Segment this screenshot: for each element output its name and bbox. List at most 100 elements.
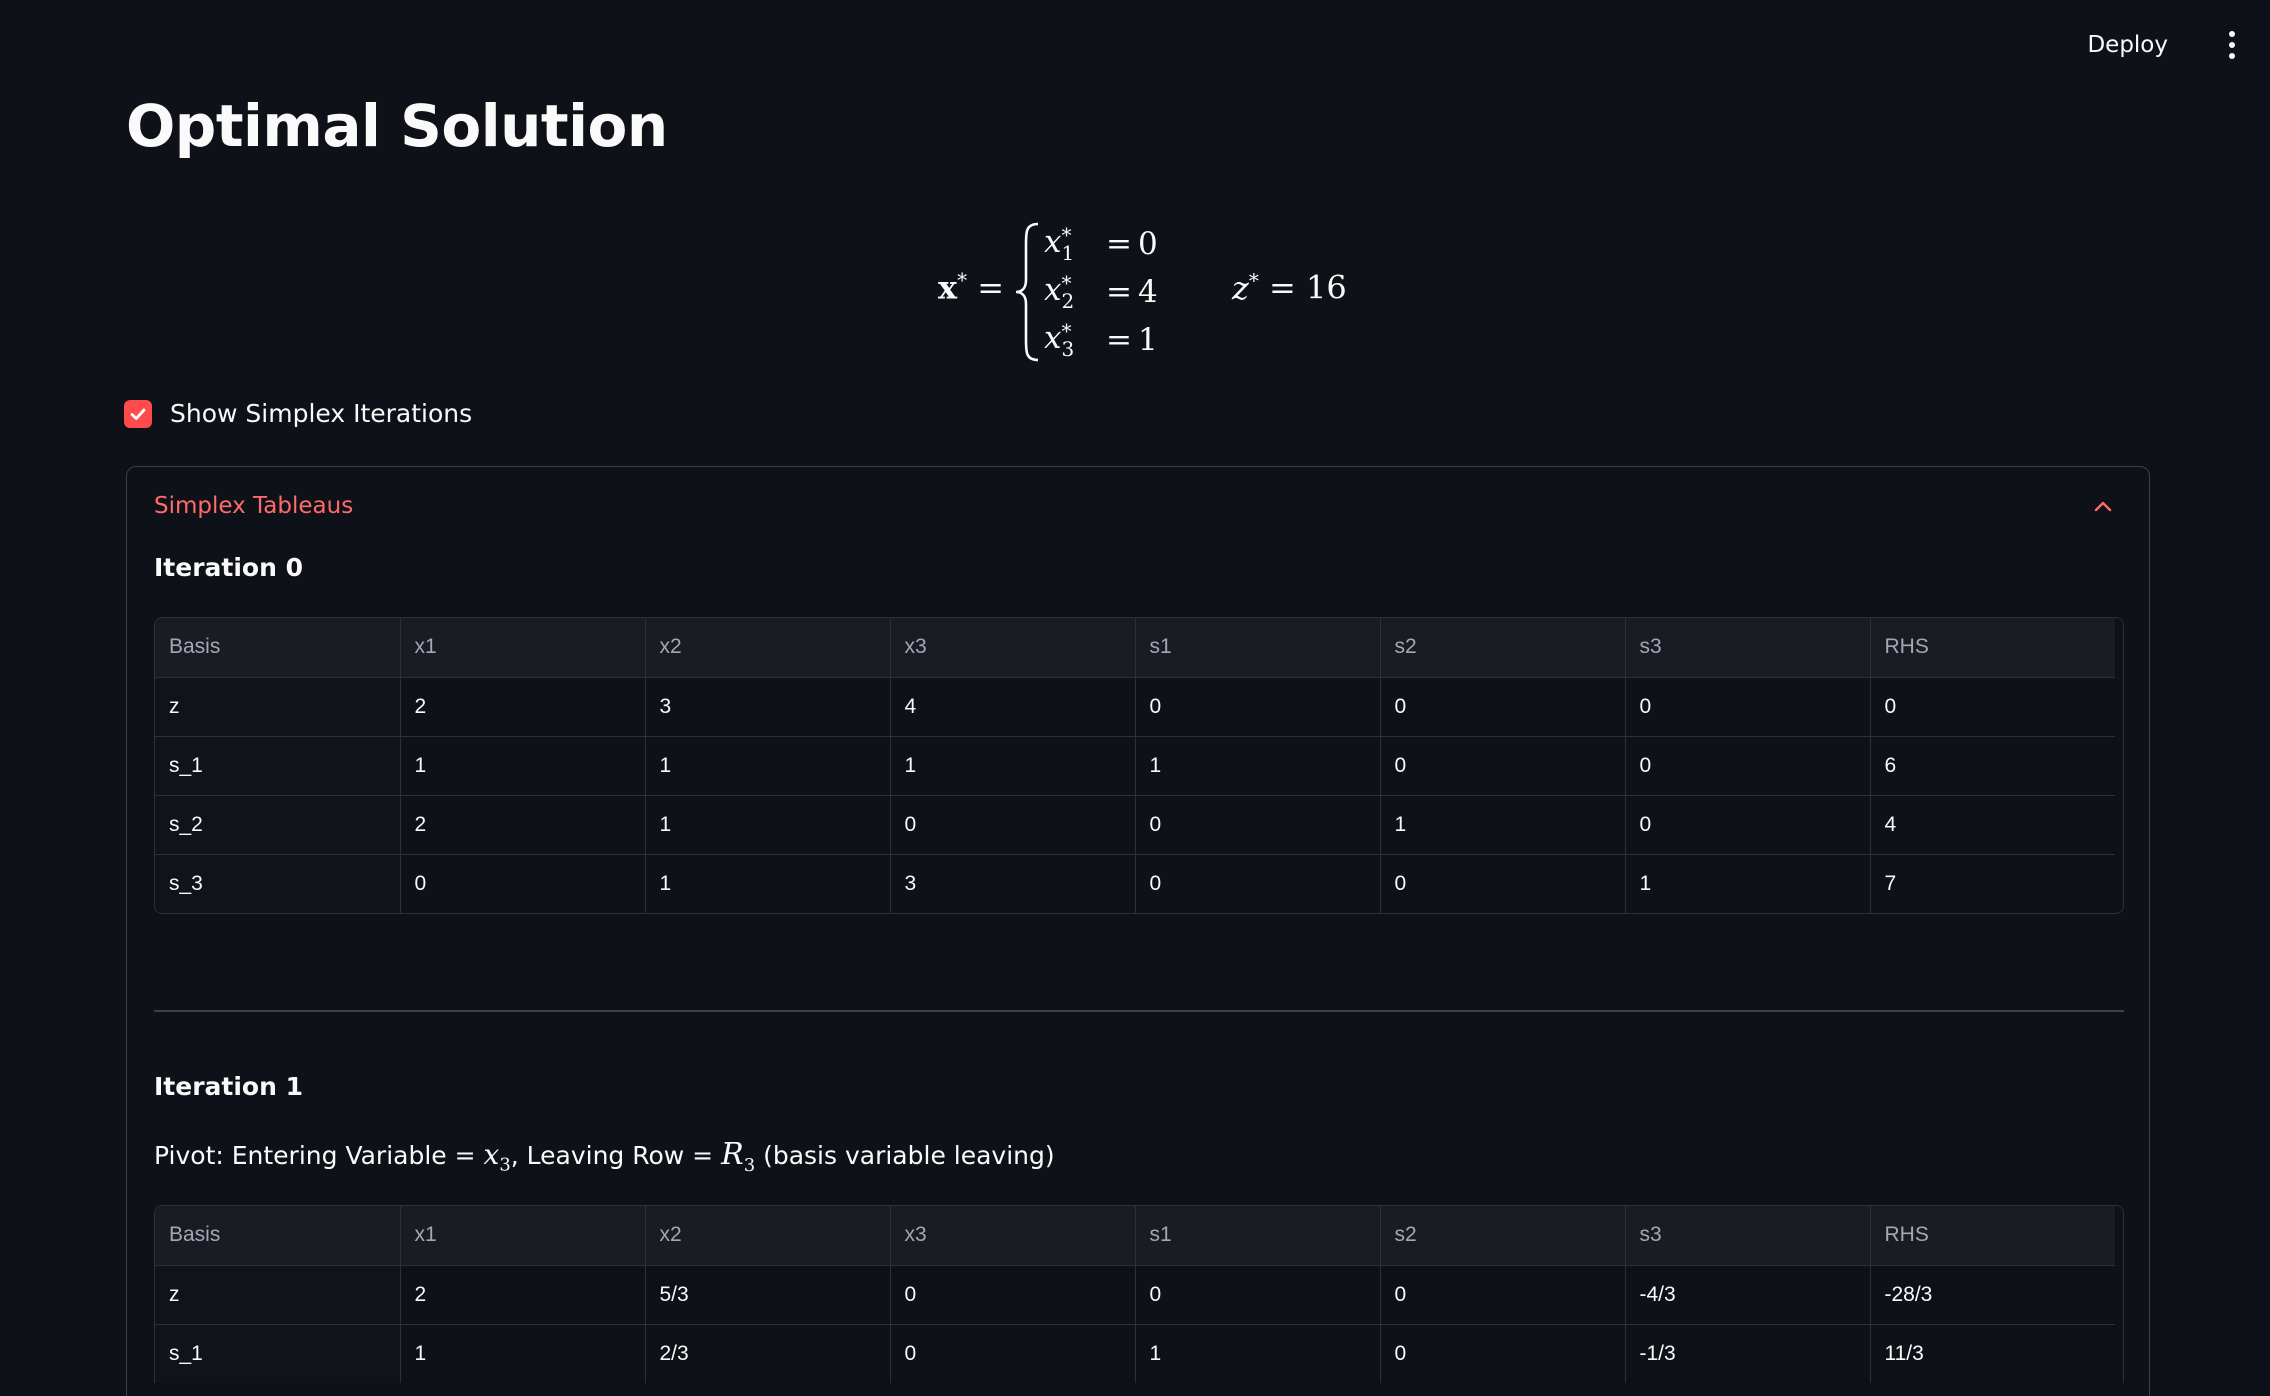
table-cell[interactable]: 1: [1625, 854, 1871, 913]
pivot-description: Pivot: Entering Variable = x3, Leaving R…: [154, 1137, 1055, 1176]
table-cell[interactable]: 0: [1380, 1324, 1626, 1383]
table-row: s_3 0 1 3 0 0 1 7: [155, 854, 2115, 913]
table-cell[interactable]: s_1: [155, 736, 401, 796]
table-cell[interactable]: 0: [1625, 736, 1871, 796]
table-row: z 2 5/3 0 0 0 -4/3 -28/3: [155, 1265, 2115, 1325]
column-header[interactable]: s2: [1380, 1206, 1626, 1266]
column-header[interactable]: Basis: [155, 1206, 401, 1266]
column-header[interactable]: x3: [890, 1206, 1136, 1266]
table-cell[interactable]: 2: [400, 795, 646, 855]
table-cell[interactable]: 0: [1135, 795, 1381, 855]
table-cell[interactable]: 5/3: [645, 1265, 891, 1325]
column-header[interactable]: s1: [1135, 1206, 1381, 1266]
table-cell[interactable]: s_1: [155, 1324, 401, 1383]
table-cell[interactable]: 0: [1135, 854, 1381, 913]
solution-row-x1: x*1 = 0: [1044, 223, 1158, 265]
solution-row-x2: x*2 = 4: [1044, 271, 1158, 313]
expander-header[interactable]: Simplex Tableaus: [127, 467, 2149, 549]
page-title: Optimal Solution: [126, 92, 668, 160]
table-header-row: Basis x1 x2 x3 s1 s2 s3 RHS: [155, 1206, 2115, 1266]
menu-dot: [2229, 42, 2235, 48]
table-cell[interactable]: z: [155, 1265, 401, 1325]
table-cell[interactable]: 0: [890, 1324, 1136, 1383]
optimal-solution-formula: x* = x*1 = 0 x*2 = 4 x*3 = 1 z* = 16: [938, 220, 1358, 365]
table-cell[interactable]: 11/3: [1884, 1341, 1924, 1365]
iteration-0-title: Iteration 0: [154, 553, 303, 582]
simplex-tableaus-expander: Simplex Tableaus Iteration 0 Basis x1 x2…: [126, 466, 2150, 1396]
menu-dot: [2229, 53, 2235, 59]
table-row: s_1 1 1 1 1 0 0 6: [155, 736, 2115, 796]
table-row: s_2 2 1 0 0 1 0 4: [155, 795, 2115, 855]
solution-vector-label: x* =: [938, 268, 1005, 307]
expander-title: Simplex Tableaus: [154, 493, 354, 519]
table-cell[interactable]: -1/3: [1625, 1324, 1871, 1383]
show-iterations-checkbox[interactable]: Show Simplex Iterations: [124, 399, 472, 428]
solution-cases: x*1 = 0 x*2 = 4 x*3 = 1: [1044, 220, 1158, 364]
table-cell[interactable]: 0: [1380, 677, 1626, 737]
table-cell[interactable]: 1: [645, 795, 891, 855]
table-cell[interactable]: 3: [645, 677, 891, 737]
table-cell[interactable]: 0: [1380, 736, 1626, 796]
checkbox-checked-icon[interactable]: [124, 399, 152, 428]
table-cell[interactable]: 6: [1870, 736, 2115, 796]
left-brace-icon: [1015, 222, 1039, 362]
table-cell[interactable]: 0: [1870, 677, 2115, 737]
table-row: s_1 1 2/3 0 1 0 -1/3 11/3: [155, 1324, 2115, 1383]
table-cell[interactable]: s_3: [155, 854, 401, 913]
column-header[interactable]: x1: [400, 618, 646, 678]
column-header[interactable]: s3: [1625, 1206, 1871, 1266]
table-cell[interactable]: 1: [890, 736, 1136, 796]
column-header[interactable]: s2: [1380, 618, 1626, 678]
column-header[interactable]: RHS: [1870, 1206, 2115, 1266]
table-cell[interactable]: 1: [645, 854, 891, 913]
table-cell[interactable]: 2: [400, 1265, 646, 1325]
table-cell[interactable]: 0: [1380, 1265, 1626, 1325]
menu-dot: [2229, 31, 2235, 37]
column-header[interactable]: x2: [645, 618, 891, 678]
objective-value: z* = 16: [1232, 268, 1347, 307]
table-cell[interactable]: 1: [1135, 736, 1381, 796]
column-header[interactable]: Basis: [155, 618, 401, 678]
deploy-button[interactable]: Deploy: [2087, 32, 2168, 58]
table-cell[interactable]: 0: [1135, 677, 1381, 737]
table-cell[interactable]: 1: [400, 736, 646, 796]
table-cell[interactable]: 0: [890, 1265, 1136, 1325]
table-cell[interactable]: 3: [890, 854, 1136, 913]
column-header[interactable]: s3: [1625, 618, 1871, 678]
table-row: z 2 3 4 0 0 0 0: [155, 677, 2115, 737]
table-cell[interactable]: 0: [890, 795, 1136, 855]
table-header-row: Basis x1 x2 x3 s1 s2 s3 RHS: [155, 618, 2115, 678]
table-cell[interactable]: z: [155, 677, 401, 737]
table-cell[interactable]: 0: [400, 854, 646, 913]
table-cell[interactable]: 2/3: [645, 1324, 891, 1383]
table-cell[interactable]: 4: [890, 677, 1136, 737]
column-header[interactable]: x3: [890, 618, 1136, 678]
column-header[interactable]: RHS: [1870, 618, 2115, 678]
solution-row-x3: x*3 = 1: [1044, 319, 1158, 361]
iteration-1-table[interactable]: Basis x1 x2 x3 s1 s2 s3 RHS z 2 5/3: [154, 1205, 2124, 1383]
checkbox-label: Show Simplex Iterations: [170, 399, 473, 428]
table-cell[interactable]: 0: [1380, 854, 1626, 913]
table-cell[interactable]: 1: [1380, 795, 1626, 855]
table-cell[interactable]: 0: [1135, 1265, 1381, 1325]
iteration-1-title: Iteration 1: [154, 1072, 303, 1101]
column-header[interactable]: s1: [1135, 618, 1381, 678]
iteration-0-table[interactable]: Basis x1 x2 x3 s1 s2 s3 RHS z 2 3: [154, 617, 2124, 914]
iteration-divider: [154, 1010, 2124, 1012]
table-cell[interactable]: 2: [400, 677, 646, 737]
table-cell[interactable]: 0: [1625, 677, 1871, 737]
table-cell[interactable]: 1: [400, 1324, 646, 1383]
table-cell[interactable]: s_2: [155, 795, 401, 855]
table-cell[interactable]: 4: [1870, 795, 2115, 855]
main-menu-icon[interactable]: [2222, 28, 2242, 62]
table-cell[interactable]: -28/3: [1870, 1265, 2115, 1325]
table-cell[interactable]: 1: [645, 736, 891, 796]
column-header[interactable]: x1: [400, 1206, 646, 1266]
table-cell[interactable]: 1: [1135, 1324, 1381, 1383]
table-cell[interactable]: 7: [1884, 871, 1897, 895]
chevron-up-icon[interactable]: [2093, 499, 2113, 513]
column-header[interactable]: x2: [645, 1206, 891, 1266]
table-cell[interactable]: 0: [1625, 795, 1871, 855]
table-cell[interactable]: -4/3: [1625, 1265, 1871, 1325]
